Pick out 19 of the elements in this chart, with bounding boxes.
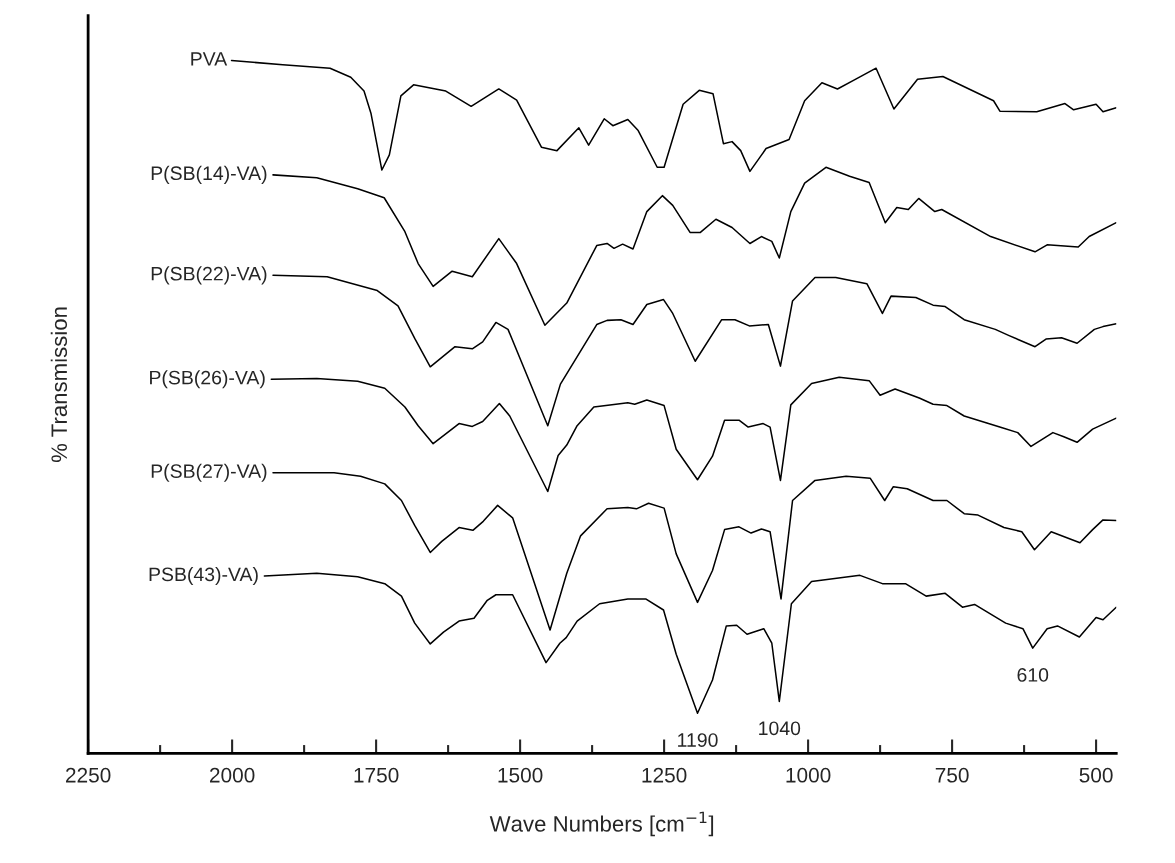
series-label: P(SB(22)-VA) [151,266,267,285]
x-tick-label: 2000 [210,767,255,783]
series-label: PVA [191,52,228,66]
annotation: 1190 [678,733,718,747]
annotation: 610 [1017,668,1049,682]
x-axis-title: Wave Numbers [cm$^{−1}$] [489,811,714,837]
y-axis-title: % Transmission [50,307,68,463]
series-label: P(SB(14)-VA) [151,165,267,184]
x-tick-label: 500 [1079,767,1113,783]
x-tick-label: 2250 [66,767,111,783]
x-tick-label: 1250 [642,767,687,783]
annotation: 1040 [759,721,801,736]
x-tick-label: 1500 [498,767,543,783]
series-label: P(SB(27)-VA) [151,463,267,482]
x-tick-label: 750 [935,767,969,783]
series-label: PSB(43)-VA) [149,566,258,586]
x-tick-label: 1750 [354,767,399,783]
x-tick-label: 1000 [786,767,831,783]
series-label: P(SB(26)-VA) [150,370,265,389]
